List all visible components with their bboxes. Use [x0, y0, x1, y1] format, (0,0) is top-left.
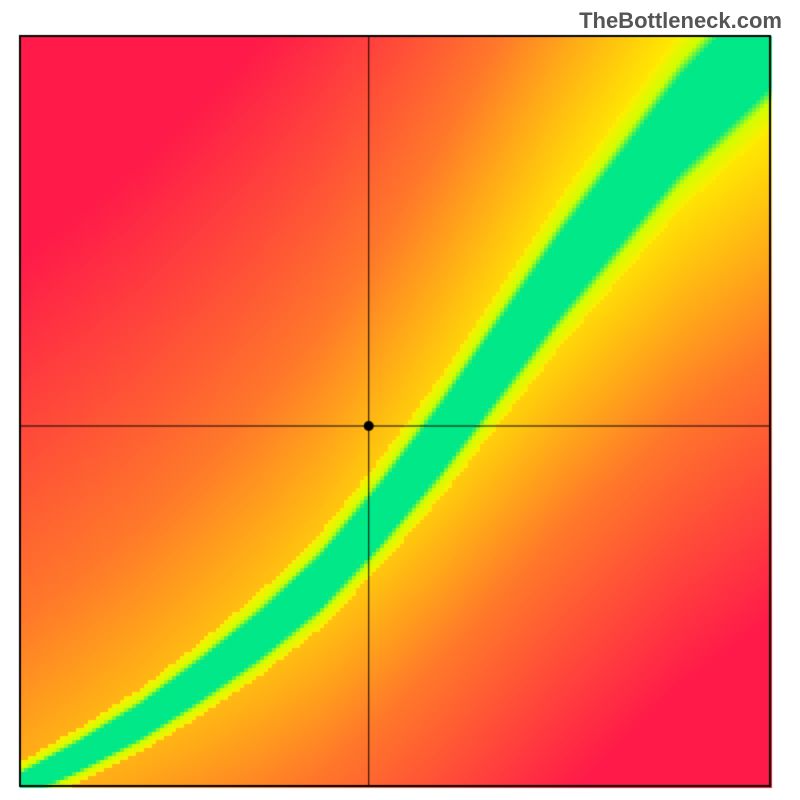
watermark-text: TheBottleneck.com: [579, 8, 782, 34]
heatmap-canvas: [0, 0, 800, 800]
chart-container: TheBottleneck.com: [0, 0, 800, 800]
